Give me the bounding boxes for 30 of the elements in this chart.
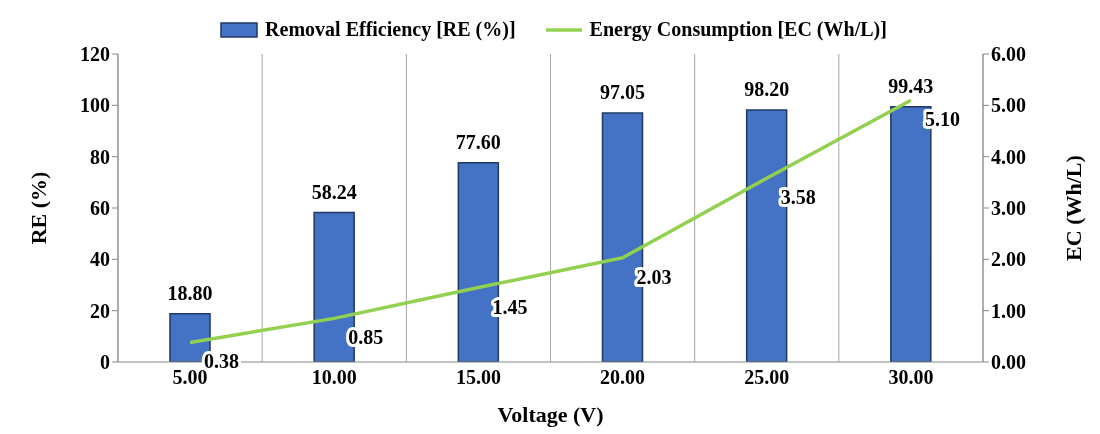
data-label: 77.60: [455, 130, 501, 153]
legend-label: Removal Efficiency [RE (%)]: [265, 18, 516, 41]
y-tick-label: 120: [80, 43, 110, 66]
data-label: 97.05: [600, 80, 645, 103]
y2-tick-label: 3.00: [991, 197, 1026, 220]
y-tick-label: 0: [100, 351, 110, 374]
y-tick-label: 100: [80, 94, 110, 117]
y-tick-label: 80: [90, 145, 110, 168]
y2-tick-label: 1.00: [991, 299, 1026, 322]
y2-tick-label: 2.00: [991, 248, 1026, 271]
y2-axis-title: EC (Wh/L): [1060, 155, 1086, 261]
y2-tick-label: 6.00: [991, 43, 1026, 66]
y-tick-label: 40: [90, 248, 110, 271]
x-tick-label: 20.00: [600, 366, 646, 389]
y2-tick-label: 0.00: [991, 351, 1026, 374]
legend-label: Energy Consumption [EC (Wh/L)]: [589, 18, 887, 41]
x-tick-label: 10.00: [311, 366, 357, 389]
y2-tick-label: 5.00: [991, 94, 1026, 117]
y-axis-title: RE (%): [25, 171, 51, 245]
data-label: 98.20: [744, 77, 790, 100]
y-tick-label: 20: [90, 299, 110, 322]
x-tick-label: 15.00: [455, 366, 501, 389]
x-tick-label: 25.00: [744, 366, 790, 389]
data-label: 18.80: [167, 281, 213, 304]
y2-tick-label: 4.00: [991, 145, 1026, 168]
data-label: 58.24: [311, 180, 357, 203]
x-axis-title: Voltage (V): [497, 402, 604, 427]
x-tick-label: 30.00: [888, 366, 934, 389]
data-label: 99.43: [888, 74, 934, 97]
y-tick-label: 60: [90, 197, 110, 220]
